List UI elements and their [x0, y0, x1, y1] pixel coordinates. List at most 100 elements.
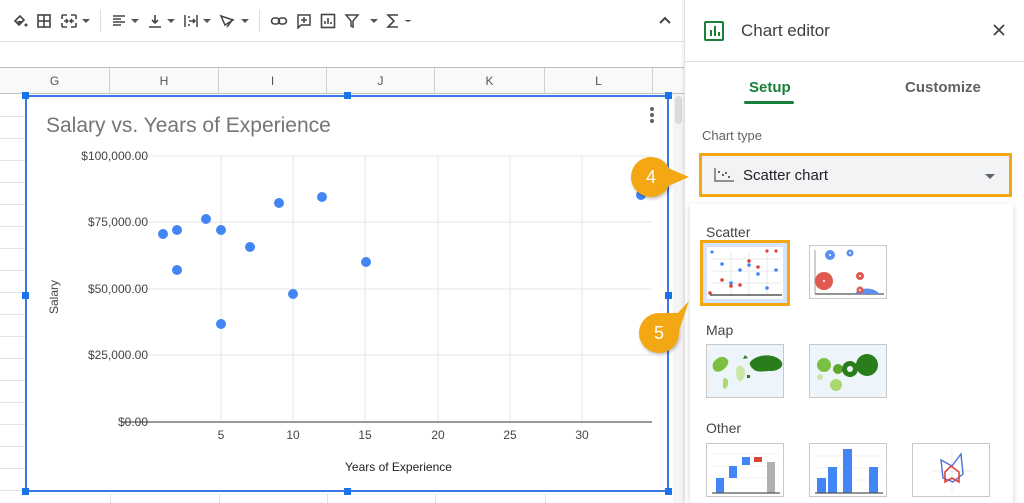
chevron-down-icon: [203, 18, 211, 23]
option-geo-chart-markers[interactable]: [809, 344, 887, 398]
scatter-chart-thumbnail-icon: [707, 247, 783, 299]
option-histogram-chart[interactable]: [809, 443, 887, 497]
x-tick-label: 10: [286, 428, 300, 442]
step-callout-5: 5: [639, 301, 689, 353]
align-vertical-icon: [149, 14, 161, 28]
y-tick-label: $75,000.00: [87, 215, 148, 229]
grid-line: [0, 160, 28, 161]
resize-handle-top[interactable]: [344, 92, 351, 99]
option-waterfall-chart[interactable]: [706, 443, 784, 497]
geo-chart-thumbnail-icon: [712, 355, 783, 389]
grid-line: [435, 494, 436, 503]
column-header-j[interactable]: J: [327, 68, 435, 94]
callout-label: 4: [645, 166, 656, 187]
column-header-g[interactable]: G: [0, 68, 110, 94]
cell-grid: [0, 94, 684, 503]
resize-handle-left[interactable]: [22, 292, 29, 299]
y-axis-title[interactable]: Salary: [47, 279, 61, 315]
formula-bar: [0, 42, 684, 67]
chevron-down-icon: [404, 19, 412, 22]
insert-chart-button[interactable]: [316, 7, 340, 35]
chart-editor-header: Chart editor: [685, 0, 1024, 62]
scrollbar-thumb[interactable]: [675, 96, 682, 124]
grid-line: [0, 336, 28, 337]
chevron-down-icon: [82, 18, 90, 23]
column-header-k[interactable]: K: [435, 68, 545, 94]
x-tick-label: 30: [575, 428, 589, 442]
y-tick-label: $0.00: [117, 415, 148, 429]
geo-markers-thumbnail-icon: [817, 354, 878, 391]
close-icon[interactable]: [991, 22, 1007, 38]
insert-comment-button[interactable]: [292, 7, 316, 35]
option-scatter-chart[interactable]: [700, 240, 790, 306]
grid-line: [219, 494, 220, 503]
resize-handle-bottom[interactable]: [344, 488, 351, 495]
chart-type-menu: Scatter: [690, 204, 1013, 503]
option-geo-chart[interactable]: [706, 344, 784, 398]
chevron-down-icon: [167, 18, 175, 23]
chart-menu-button[interactable]: [649, 105, 655, 125]
insert-link-button[interactable]: [266, 7, 292, 35]
merge-cells-button[interactable]: [56, 7, 94, 35]
toolbar-divider: [100, 9, 101, 32]
filter-button[interactable]: [340, 7, 382, 35]
bubble-chart-thumbnail-icon: [814, 249, 884, 295]
x-axis-title[interactable]: Years of Experience: [345, 460, 452, 474]
horizontal-align-button[interactable]: [107, 7, 143, 35]
callout-pointer-icon: [661, 165, 689, 189]
borders-button[interactable]: [32, 7, 56, 35]
more-vert-icon: [650, 107, 654, 111]
column-header-i[interactable]: I: [219, 68, 327, 94]
x-tick-label: 20: [431, 428, 445, 442]
text-wrap-button[interactable]: [179, 7, 215, 35]
functions-button[interactable]: [382, 7, 416, 35]
group-label-scatter: Scatter: [706, 224, 751, 240]
chart-title[interactable]: Salary vs. Years of Experience: [46, 114, 331, 137]
grid-line: [0, 424, 28, 425]
collapse-toolbar-button[interactable]: [658, 12, 672, 30]
resize-handle-bottom-right[interactable]: [665, 488, 672, 495]
x-tick-label: 15: [358, 428, 372, 442]
toolbar: [0, 0, 684, 42]
scatter-plot[interactable]: [27, 97, 667, 490]
grid-line: [0, 138, 28, 139]
gridlines: [122, 155, 652, 422]
grid-line: [0, 116, 28, 117]
align-horizontal-icon: [113, 14, 125, 26]
column-header-h[interactable]: H: [110, 68, 219, 94]
grid-line: [110, 494, 111, 503]
column-header-m[interactable]: [653, 68, 684, 94]
grid-line: [0, 358, 28, 359]
vertical-scrollbar[interactable]: [673, 94, 684, 503]
option-bubble-chart[interactable]: [809, 245, 887, 299]
more-vert-icon: [650, 113, 654, 117]
histogram-chart-thumbnail-icon: [815, 449, 883, 494]
more-vert-icon: [650, 119, 654, 123]
text-rotate-icon: [219, 14, 235, 27]
grid-line: [545, 494, 546, 503]
scatter-chart-icon: [714, 168, 734, 182]
grid-line: [0, 270, 28, 271]
tab-customize[interactable]: Customize: [905, 79, 981, 96]
resize-handle-top-right[interactable]: [665, 92, 672, 99]
fill-color-button[interactable]: [8, 7, 32, 35]
tab-setup[interactable]: Setup: [749, 79, 791, 96]
vertical-align-button[interactable]: [143, 7, 179, 35]
x-tick-label: 25: [503, 428, 517, 442]
grid-line: [327, 494, 328, 503]
column-header-l[interactable]: L: [545, 68, 653, 94]
resize-handle-bottom-left[interactable]: [22, 488, 29, 495]
resize-handle-top-left[interactable]: [22, 92, 29, 99]
chart-editor-icon: [704, 21, 724, 41]
grid-line: [0, 380, 28, 381]
x-tick-label: 5: [217, 428, 225, 442]
text-rotation-button[interactable]: [215, 7, 253, 35]
step-callout-4: 4: [631, 157, 689, 197]
y-tick-label: $50,000.00: [87, 282, 148, 296]
chart-editor-panel: Chart editor Setup Customize Chart type …: [684, 0, 1024, 503]
embedded-chart[interactable]: Salary vs. Years of Experience: [22, 92, 672, 495]
option-radar-chart[interactable]: [912, 443, 990, 497]
resize-handle-right[interactable]: [665, 292, 672, 299]
fill-color-icon: [13, 14, 28, 26]
chart-type-dropdown[interactable]: Scatter chart: [699, 153, 1012, 197]
